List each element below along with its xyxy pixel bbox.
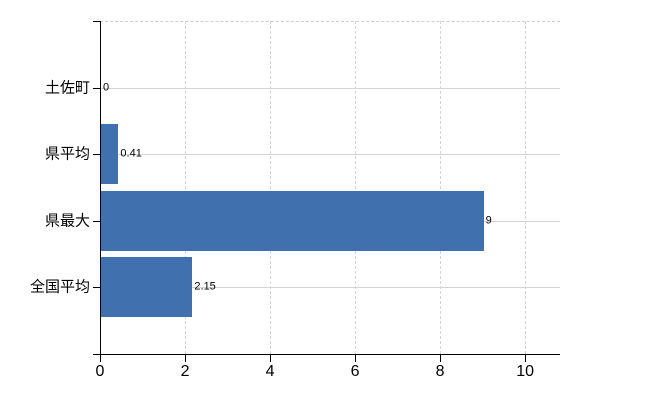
vertical-gridline bbox=[270, 21, 272, 354]
vertical-gridline bbox=[355, 21, 357, 354]
category-label: 県平均 bbox=[44, 145, 90, 163]
category-label: 県最大 bbox=[44, 212, 90, 230]
bar-value-label: 2.15 bbox=[194, 280, 216, 293]
category-gridline bbox=[101, 88, 560, 89]
x-axis-tick bbox=[440, 355, 442, 362]
category-gridline bbox=[101, 154, 560, 155]
vertical-gridline bbox=[440, 21, 442, 354]
x-axis-tick bbox=[355, 355, 357, 362]
x-tick-label: 2 bbox=[180, 363, 190, 380]
bar-value-label: 0 bbox=[103, 81, 110, 94]
category-label: 土佐町 bbox=[44, 79, 90, 97]
category-gridline bbox=[101, 287, 560, 288]
x-axis-tick bbox=[185, 355, 187, 362]
vertical-gridline bbox=[185, 21, 187, 354]
y-axis-tick bbox=[93, 354, 100, 355]
y-axis-tick bbox=[93, 154, 100, 155]
x-axis-tick bbox=[525, 355, 527, 362]
x-tick-label: 4 bbox=[265, 363, 275, 380]
x-axis-tick bbox=[270, 355, 272, 362]
bar bbox=[101, 257, 192, 317]
y-axis-tick bbox=[93, 287, 100, 288]
x-tick-label: 10 bbox=[516, 363, 535, 380]
plot-top-border bbox=[100, 21, 560, 22]
vertical-gridline bbox=[525, 21, 527, 354]
y-axis-tick bbox=[93, 221, 100, 222]
y-axis-tick bbox=[93, 88, 100, 89]
x-axis-line bbox=[100, 354, 560, 355]
x-tick-label: 8 bbox=[435, 363, 445, 380]
bar-value-label: 0.41 bbox=[120, 147, 142, 160]
x-axis-tick bbox=[100, 355, 101, 362]
category-label: 全国平均 bbox=[29, 278, 90, 296]
y-axis-line bbox=[100, 21, 101, 354]
bar bbox=[101, 124, 118, 184]
x-tick-label: 6 bbox=[350, 363, 360, 380]
x-tick-label: 0 bbox=[95, 363, 105, 380]
bar bbox=[101, 191, 484, 251]
y-axis-tick bbox=[93, 21, 100, 22]
bar-value-label: 9 bbox=[485, 214, 492, 227]
